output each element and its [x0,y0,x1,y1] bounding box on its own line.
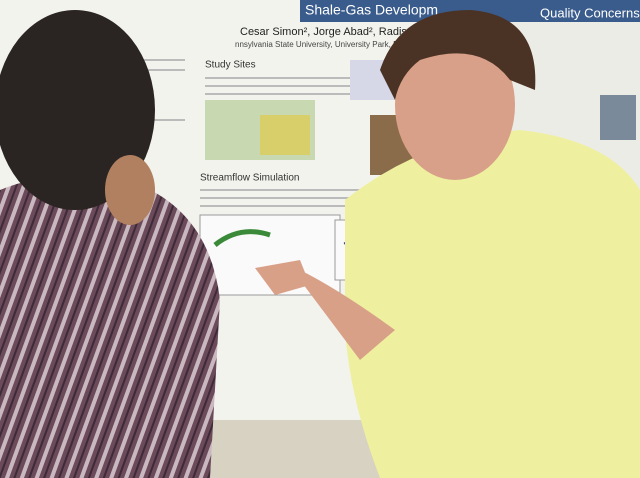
section-heading: Streamflow Simulation [200,173,299,184]
left-person-head [0,10,155,210]
map-figure [260,115,310,155]
left-person-face [105,155,155,225]
plot-curve [213,229,271,247]
right-person-shirt [345,130,640,478]
right-person-arm [300,270,395,360]
right-person-hair [380,10,536,100]
right-person-hand [255,260,310,295]
poster-title-right: Quality Concerns [540,5,640,20]
left-person-shirt [0,176,220,478]
section-heading: Study Sites [205,60,256,71]
poster-authors: Cesar Simon², Jorge Abad², Radisav [240,26,419,38]
poster-affiliation: nnsylvania State University, University … [235,40,469,49]
photo-figure [600,95,636,140]
right-person-face [395,30,515,180]
poster-title: Shale-Gas Developm [305,2,438,18]
